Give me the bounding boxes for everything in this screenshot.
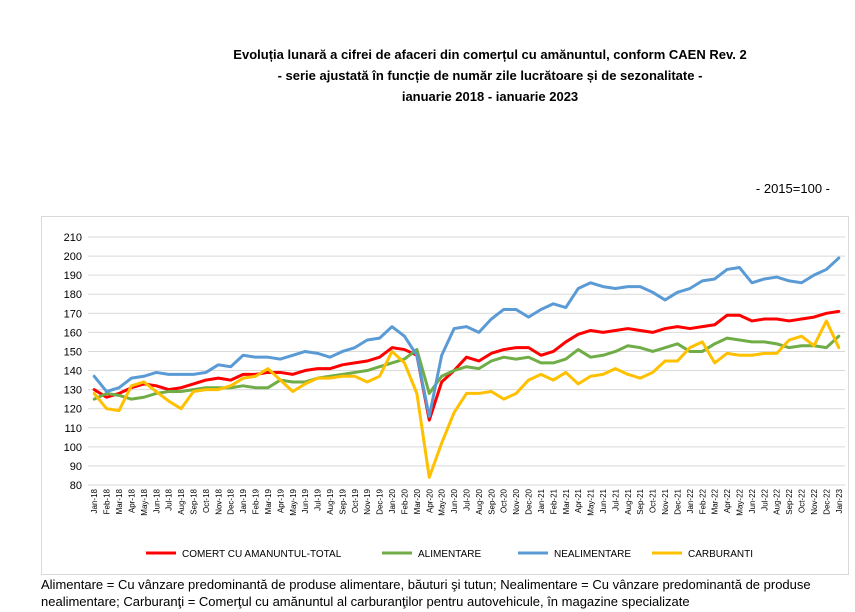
- y-tick-label: 110: [64, 423, 82, 435]
- x-tick-label: Aug-19: [326, 488, 335, 514]
- x-tick-label: Mar-21: [562, 488, 571, 514]
- base-year-note: - 2015=100 -: [755, 181, 830, 196]
- chart-title: Evoluția lunară a cifrei de afaceri din …: [140, 44, 840, 107]
- series-line-3: [92, 256, 841, 418]
- x-tick-label: Feb-21: [549, 488, 558, 514]
- x-tick-label: Oct-19: [351, 488, 360, 513]
- y-tick-label: 180: [64, 289, 82, 301]
- x-tick-label: Apr-18: [127, 488, 136, 513]
- x-tick-label: Jul-22: [760, 488, 769, 510]
- x-tick-label: Dec-22: [822, 488, 831, 514]
- title-line-1: Evoluția lunară a cifrei de afaceri din …: [233, 47, 747, 62]
- legend-label-3: NEALIMENTARE: [554, 549, 631, 560]
- x-tick-label: Nov-19: [363, 488, 372, 514]
- y-tick-label: 160: [64, 327, 82, 339]
- x-tick-label: Jun-21: [599, 488, 608, 513]
- x-tick-label: Jul-18: [165, 488, 174, 510]
- x-tick-label: Dec-20: [525, 488, 534, 514]
- x-tick-label: Feb-20: [400, 488, 409, 514]
- x-tick-label: Nov-20: [512, 488, 521, 514]
- y-tick-label: 150: [64, 346, 82, 358]
- x-tick-label: Sep-18: [189, 488, 198, 514]
- series-line-4: [92, 319, 841, 479]
- x-tick-label: Sep-21: [636, 488, 645, 514]
- x-tick-label: Jul-19: [314, 488, 323, 510]
- legend-label-1: COMERT CU AMANUNTUL-TOTAL: [182, 549, 342, 560]
- x-tick-label: Apr-20: [425, 488, 434, 513]
- x-tick-label: Jun-20: [450, 488, 459, 513]
- y-tick-label: 140: [64, 366, 82, 378]
- x-tick-label: May-21: [587, 488, 596, 515]
- x-tick-label: Sep-19: [338, 488, 347, 514]
- y-tick-label: 210: [64, 232, 82, 244]
- x-tick-label: Aug-18: [177, 488, 186, 514]
- x-tick-label: Dec-18: [227, 488, 236, 514]
- x-tick-label: Jan-19: [239, 488, 248, 513]
- y-tick-label: 200: [64, 251, 82, 263]
- x-tick-label: May-22: [736, 488, 745, 515]
- x-tick-label: Nov-21: [661, 488, 670, 514]
- x-tick-label: Jan-20: [388, 488, 397, 513]
- series-line-2: [92, 334, 841, 401]
- x-tick-label: Jan-21: [537, 488, 546, 513]
- x-tick-label: Mar-19: [264, 488, 273, 514]
- x-tick-label: Jan-22: [686, 488, 695, 513]
- y-tick-label: 170: [64, 308, 82, 320]
- title-line-2: - serie ajustată în funcție de număr zil…: [277, 68, 703, 83]
- x-tick-label: Dec-21: [673, 488, 682, 514]
- x-tick-label: Oct-18: [202, 488, 211, 513]
- x-tick-label: Sep-22: [785, 488, 794, 514]
- x-tick-label: May-20: [438, 488, 447, 515]
- y-tick-label: 190: [64, 270, 82, 282]
- x-tick-label: Nov-22: [810, 488, 819, 514]
- line-chart: 80 90 100 110 120 130 140 150 160 170 180 190 200 210…: [64, 232, 845, 560]
- x-tick-label: Apr-21: [574, 488, 583, 513]
- x-tick-label: Jan-23: [835, 488, 844, 513]
- x-tick-label: Jun-18: [152, 488, 161, 513]
- x-tick-label: Oct-22: [798, 488, 807, 513]
- x-tick-label: Mar-18: [115, 488, 124, 514]
- x-tick-label: Dec-19: [376, 488, 385, 514]
- x-tick-label: Aug-21: [624, 488, 633, 514]
- x-tick-label: Aug-20: [475, 488, 484, 514]
- x-tick-label: Oct-20: [500, 488, 509, 513]
- y-tick-label: 90: [70, 461, 82, 473]
- y-tick-label: 80: [70, 480, 82, 492]
- x-tick-label: Sep-20: [487, 488, 496, 514]
- x-tick-label: Feb-19: [252, 488, 261, 514]
- x-tick-label: Jan-18: [90, 488, 99, 513]
- y-tick-label: 100: [64, 442, 82, 454]
- x-tick-label: Jun-22: [748, 488, 757, 513]
- legend-label-4: CARBURANTI: [688, 549, 753, 560]
- x-tick-label: Mar-22: [711, 488, 720, 514]
- x-tick-label: Oct-21: [649, 488, 658, 513]
- series-line-1: [92, 309, 841, 422]
- x-tick-label: Mar-20: [413, 488, 422, 514]
- legend-label-2: ALIMENTARE: [418, 549, 481, 560]
- x-tick-label: May-19: [289, 488, 298, 515]
- x-tick-label: May-18: [140, 488, 149, 515]
- x-tick-label: Feb-18: [103, 488, 112, 514]
- footnote: Alimentare = Cu vânzare predominantă de …: [41, 577, 811, 609]
- x-tick-label: Apr-19: [276, 488, 285, 513]
- y-tick-label: 130: [64, 385, 82, 397]
- x-tick-label: Feb-22: [698, 488, 707, 514]
- x-tick-label: Jul-20: [463, 488, 472, 510]
- x-tick-label: Nov-18: [214, 488, 223, 514]
- x-tick-label: Jun-19: [301, 488, 310, 513]
- chart-area: 80 90 100 110 120 130 140 150 160 170 180 190 200 210…: [41, 216, 849, 575]
- x-tick-label: Aug-22: [773, 488, 782, 514]
- x-tick-label: Apr-22: [723, 488, 732, 513]
- x-tick-label: Jul-21: [611, 488, 620, 510]
- title-line-3: ianuarie 2018 - ianuarie 2023: [401, 89, 579, 104]
- y-tick-label: 120: [64, 404, 82, 416]
